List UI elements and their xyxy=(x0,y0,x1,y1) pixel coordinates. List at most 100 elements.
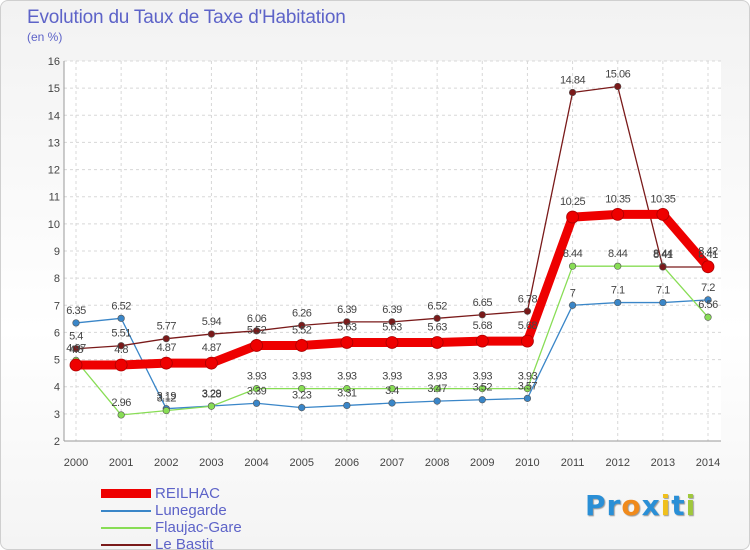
data-label: 4.87 xyxy=(157,342,177,354)
y-tick-label: 10 xyxy=(48,219,60,231)
data-point xyxy=(388,318,396,326)
data-label: 3.57 xyxy=(518,380,538,392)
data-point xyxy=(252,385,261,393)
data-point xyxy=(433,314,441,322)
data-label: 7.1 xyxy=(611,285,625,297)
data-label: 6.39 xyxy=(337,304,357,316)
data-label: 8.42 xyxy=(698,246,718,258)
data-label: 3.93 xyxy=(473,371,493,383)
data-point xyxy=(295,339,309,352)
data-label: 6.35 xyxy=(66,305,86,317)
data-point xyxy=(388,399,396,407)
data-point xyxy=(659,263,667,271)
data-point xyxy=(701,260,715,274)
data-point xyxy=(704,296,712,304)
data-point xyxy=(475,334,489,348)
data-point xyxy=(298,385,306,393)
data-label: 7.1 xyxy=(656,285,670,297)
data-label: 5.68 xyxy=(518,320,538,332)
data-point xyxy=(159,356,173,370)
data-label: 3.93 xyxy=(337,371,357,383)
data-label: 6.65 xyxy=(473,297,493,309)
data-label: 8.44 xyxy=(608,248,628,260)
data-point xyxy=(704,313,712,321)
data-label: 15.06 xyxy=(605,69,630,81)
data-label: 8.44 xyxy=(563,248,583,260)
x-tick-label: 2005 xyxy=(289,457,313,469)
y-tick-label: 3 xyxy=(54,409,60,421)
data-label: 8.41 xyxy=(653,249,673,261)
data-label: 3.52 xyxy=(473,382,493,394)
y-tick-label: 7 xyxy=(54,300,60,312)
data-point xyxy=(114,358,128,372)
data-label: 3.19 xyxy=(157,391,177,403)
data-point xyxy=(523,385,532,393)
legend-swatch xyxy=(101,489,151,499)
data-label: 3.93 xyxy=(382,371,402,383)
x-tick-label: 2013 xyxy=(651,457,675,469)
x-tick-label: 2007 xyxy=(380,457,404,469)
data-point xyxy=(69,358,83,372)
legend-swatch xyxy=(101,543,151,546)
data-label: 5.52 xyxy=(292,324,312,336)
y-tick-label: 12 xyxy=(48,165,60,177)
x-tick-label: 2000 xyxy=(64,457,88,469)
data-point xyxy=(656,207,670,221)
chart-legend: REILHAC Lunegarde Flaujac-Gare Le Bastit xyxy=(101,485,242,550)
data-label: 4.8 xyxy=(69,344,83,356)
data-point xyxy=(252,327,261,335)
data-point xyxy=(611,207,625,221)
data-label: 5.63 xyxy=(427,321,447,333)
y-tick-label: 9 xyxy=(54,246,60,258)
logo-letter: o xyxy=(621,489,642,522)
data-label: 4.8 xyxy=(114,344,128,356)
data-point xyxy=(385,336,399,349)
data-label: 10.35 xyxy=(650,193,675,205)
logo-letter: i xyxy=(660,489,672,522)
data-point xyxy=(568,88,577,97)
data-label: 2.96 xyxy=(111,397,131,409)
data-point xyxy=(478,311,486,319)
x-tick-label: 2004 xyxy=(244,457,268,469)
data-point xyxy=(430,336,444,349)
data-label: 5.94 xyxy=(202,316,222,328)
data-point xyxy=(659,298,667,307)
data-label: 6.52 xyxy=(111,300,131,312)
data-label: 5.63 xyxy=(337,321,357,333)
data-label: 10.35 xyxy=(605,193,630,205)
data-point xyxy=(340,336,354,349)
data-label: 4.87 xyxy=(202,342,222,354)
data-label: 14.84 xyxy=(560,74,585,86)
data-label: 3.29 xyxy=(202,388,222,400)
data-point xyxy=(478,385,486,393)
data-point xyxy=(343,385,351,393)
data-point xyxy=(162,407,170,415)
data-point xyxy=(117,411,125,419)
data-point xyxy=(521,334,534,348)
data-label: 3.39 xyxy=(247,385,267,397)
data-label: 5.52 xyxy=(247,324,267,336)
x-tick-label: 2008 xyxy=(425,457,449,469)
legend-label: Le Bastit xyxy=(155,536,214,550)
data-label: 4.97 xyxy=(66,342,86,354)
data-point xyxy=(614,262,622,270)
x-tick-label: 2003 xyxy=(199,457,223,469)
data-label: 6.06 xyxy=(247,313,267,325)
x-tick-label: 2009 xyxy=(470,457,494,469)
data-label: 5.51 xyxy=(111,328,131,340)
data-label: 3.23 xyxy=(292,390,312,402)
data-label: 3.93 xyxy=(292,371,312,383)
y-tick-label: 16 xyxy=(48,56,60,68)
data-point xyxy=(117,342,125,350)
data-point xyxy=(117,314,125,322)
x-tick-label: 2014 xyxy=(696,457,720,469)
data-point xyxy=(343,401,351,410)
data-label: 3.12 xyxy=(157,393,177,405)
y-tick-label: 11 xyxy=(49,192,60,204)
data-point xyxy=(523,307,532,315)
chart-title: Evolution du Taux de Taxe d'Habitation xyxy=(27,7,346,28)
data-point xyxy=(207,402,216,410)
y-tick-label: 6 xyxy=(54,327,60,339)
y-tick-label: 2 xyxy=(54,436,60,448)
